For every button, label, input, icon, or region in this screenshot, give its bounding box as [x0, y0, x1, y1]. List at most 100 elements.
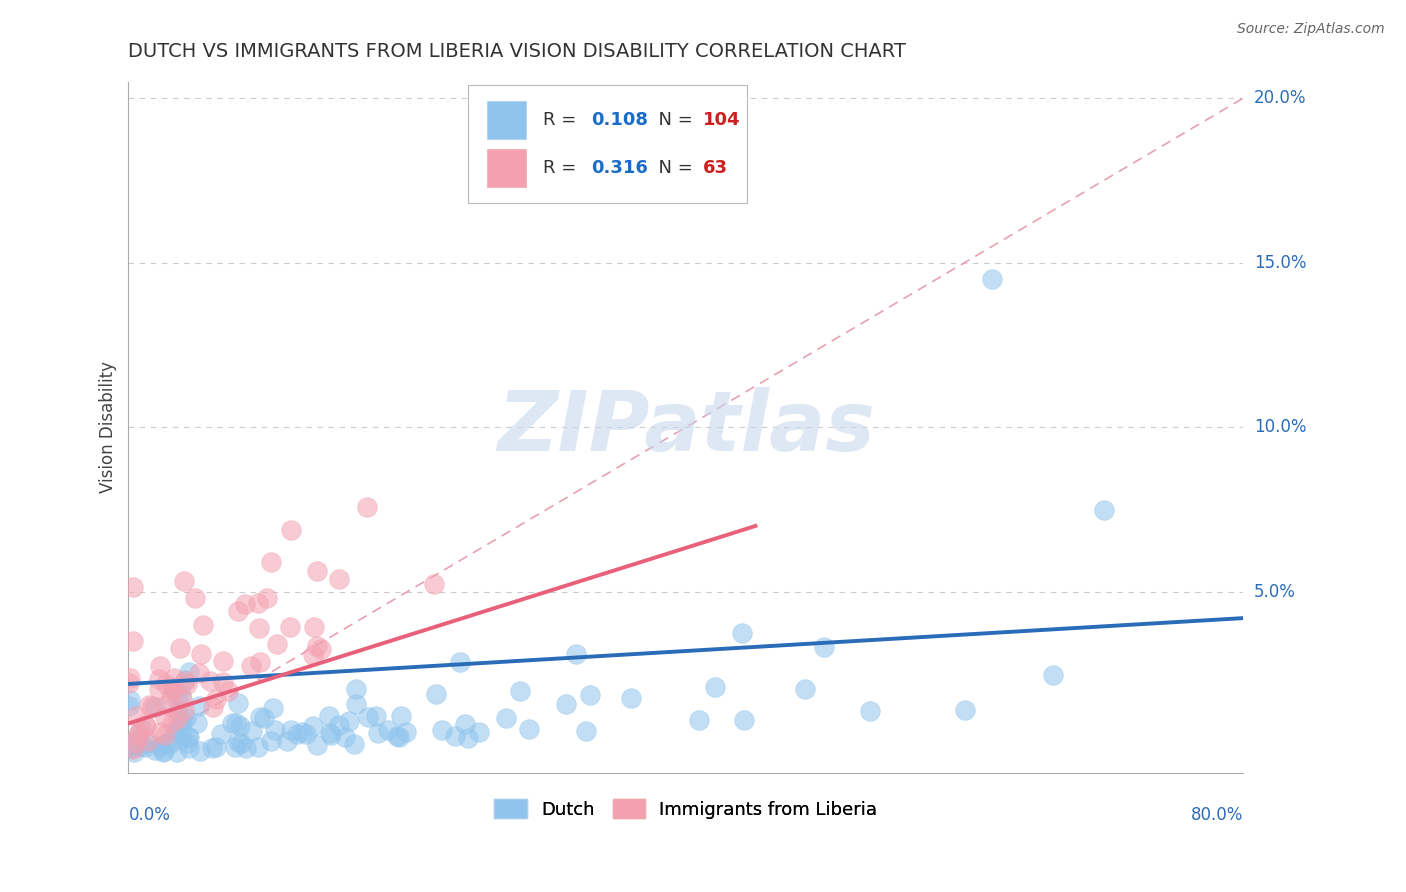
Point: [388, 730, 411, 744]
Point: [169, 717, 191, 731]
Text: 104: 104: [703, 111, 740, 128]
Point: [253, 711, 276, 725]
Point: [221, 715, 243, 730]
Point: [117, 675, 139, 690]
Point: [166, 711, 188, 725]
Point: [129, 722, 152, 736]
Point: [444, 729, 467, 743]
Point: [389, 709, 412, 723]
Point: [166, 690, 188, 704]
Point: [430, 723, 453, 737]
Point: [859, 704, 882, 718]
Point: [162, 715, 184, 730]
Point: [122, 739, 145, 753]
Point: [343, 737, 366, 751]
Point: [517, 723, 540, 737]
Point: [204, 691, 226, 706]
Point: [169, 641, 191, 656]
Point: [305, 564, 328, 578]
Point: [304, 620, 326, 634]
Point: [247, 740, 270, 755]
Point: [153, 744, 176, 758]
Point: [212, 654, 235, 668]
Point: [172, 713, 194, 727]
Point: [235, 597, 257, 611]
Point: [179, 741, 201, 756]
Point: [121, 740, 143, 755]
Point: [319, 726, 342, 740]
Point: [174, 711, 197, 725]
Point: [170, 692, 193, 706]
Point: [1092, 502, 1115, 516]
FancyBboxPatch shape: [488, 101, 526, 139]
Point: [217, 684, 239, 698]
Point: [134, 740, 156, 755]
Text: 15.0%: 15.0%: [1254, 253, 1306, 272]
Point: [266, 637, 288, 651]
Point: [367, 726, 389, 740]
Point: [555, 698, 578, 712]
Point: [318, 709, 340, 723]
Point: [509, 683, 531, 698]
Text: R =: R =: [543, 111, 582, 128]
Point: [301, 648, 323, 663]
Point: [138, 698, 160, 712]
Point: [134, 718, 156, 732]
Point: [263, 723, 285, 738]
Point: [136, 736, 159, 750]
Point: [177, 665, 200, 679]
Point: [280, 723, 302, 738]
Point: [125, 709, 148, 723]
Point: [188, 699, 211, 714]
Point: [328, 718, 350, 732]
Point: [172, 726, 194, 740]
Point: [366, 708, 388, 723]
Point: [145, 699, 167, 714]
Text: 10.0%: 10.0%: [1254, 418, 1306, 436]
Point: [260, 733, 283, 747]
Point: [200, 673, 222, 688]
Point: [167, 704, 190, 718]
Point: [240, 724, 263, 739]
Point: [794, 681, 817, 696]
Point: [155, 728, 177, 742]
Point: [149, 659, 172, 673]
Point: [226, 696, 249, 710]
Point: [307, 640, 329, 654]
Point: [495, 711, 517, 725]
Point: [953, 703, 976, 717]
Point: [226, 735, 249, 749]
Point: [260, 555, 283, 569]
Point: [173, 574, 195, 588]
Y-axis label: Vision Disability: Vision Disability: [100, 361, 117, 493]
Point: [173, 674, 195, 689]
Point: [153, 709, 176, 723]
Point: [305, 738, 328, 752]
Point: [124, 733, 146, 747]
Point: [179, 731, 201, 745]
Text: R =: R =: [543, 159, 582, 178]
Text: N =: N =: [647, 111, 699, 128]
Point: [333, 730, 356, 744]
Point: [149, 725, 172, 739]
Point: [285, 727, 308, 741]
Text: DUTCH VS IMMIGRANTS FROM LIBERIA VISION DISABILITY CORRELATION CHART: DUTCH VS IMMIGRANTS FROM LIBERIA VISION …: [128, 42, 907, 61]
Point: [249, 621, 271, 635]
Point: [688, 714, 710, 728]
Point: [249, 709, 271, 723]
Point: [225, 715, 247, 730]
Point: [231, 736, 253, 750]
Point: [170, 688, 193, 702]
Point: [122, 742, 145, 756]
Point: [813, 640, 835, 654]
Point: [118, 671, 141, 685]
Point: [425, 687, 447, 701]
Point: [118, 698, 141, 713]
Point: [703, 680, 725, 694]
Point: [128, 725, 150, 739]
Point: [344, 698, 367, 712]
Point: [247, 596, 270, 610]
Point: [162, 671, 184, 685]
Point: [156, 736, 179, 750]
Point: [122, 580, 145, 594]
